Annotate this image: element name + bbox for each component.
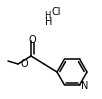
Text: O: O [21, 59, 28, 69]
Text: O: O [28, 35, 36, 45]
Text: Cl: Cl [52, 7, 62, 17]
Text: H: H [44, 10, 50, 20]
Text: N: N [80, 81, 88, 91]
Text: H: H [45, 17, 52, 27]
